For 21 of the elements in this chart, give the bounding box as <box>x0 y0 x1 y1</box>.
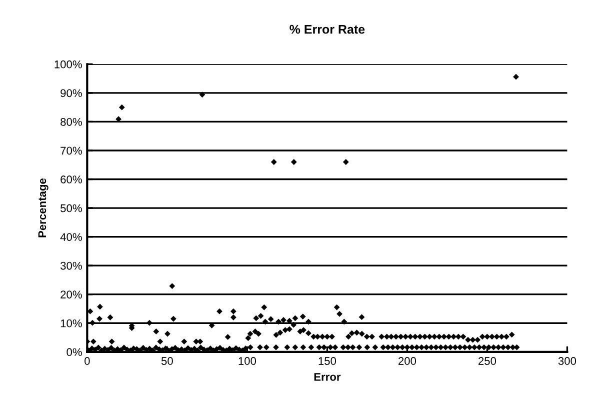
y-tick-label: 40% <box>60 233 82 241</box>
x-axis-title: Error <box>314 373 341 381</box>
y-tick-label: 100% <box>54 60 82 68</box>
y-tick-label: 60% <box>60 176 82 184</box>
x-tick-label: 50 <box>161 357 173 365</box>
x-tick-label: 250 <box>478 357 496 365</box>
x-tick-label: 200 <box>398 357 416 365</box>
x-tick-label: 100 <box>238 357 256 365</box>
y-tick-label: 30% <box>60 262 82 270</box>
x-tick-label: 0 <box>84 357 90 365</box>
y-tick-label: 10% <box>60 319 82 328</box>
chart-title: % Error Rate <box>290 24 365 34</box>
y-tick-label: 70% <box>60 146 82 155</box>
y-axis-title: Percentage <box>38 178 48 238</box>
y-tick-label: 20% <box>60 290 82 298</box>
x-tick-label: 300 <box>558 357 576 365</box>
y-tick-label: 0% <box>66 348 82 356</box>
y-tick-label: 90% <box>60 89 82 98</box>
y-tick-label: 80% <box>60 118 82 126</box>
y-tick-label: 50% <box>60 204 82 212</box>
x-tick-label: 150 <box>318 357 336 365</box>
